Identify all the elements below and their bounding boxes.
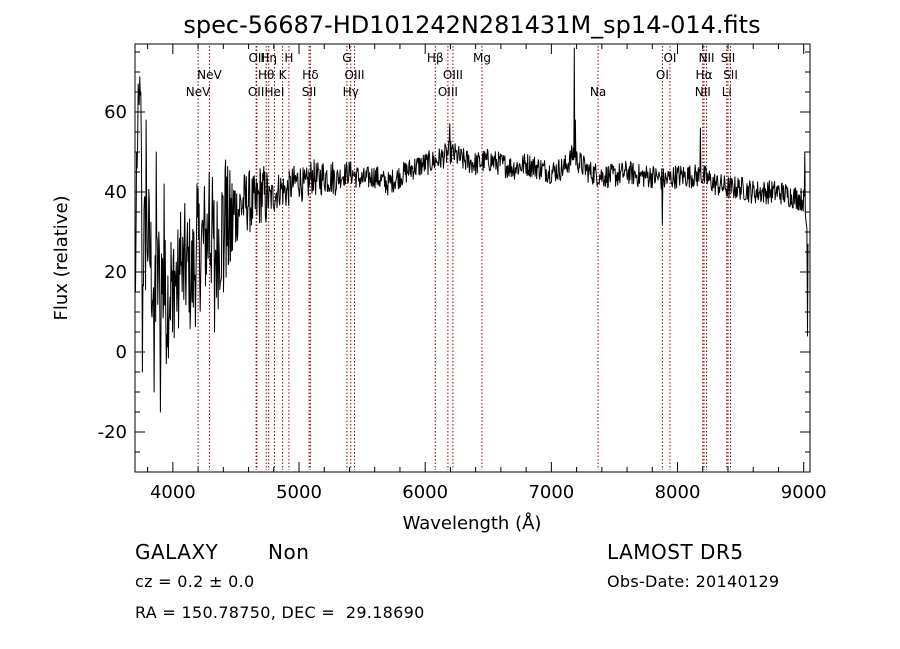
line-marker-label: Mg [473, 51, 491, 65]
line-marker-label: NII [699, 51, 715, 65]
line-marker-label: SII [302, 85, 317, 99]
y-tick-label: -20 [98, 422, 127, 443]
line-marker-label: K [279, 68, 288, 82]
line-marker-label: OII [248, 85, 265, 99]
chart-title: spec-56687-HD101242N281431M_sp14-014.fit… [183, 11, 760, 39]
y-tick-label: 40 [104, 182, 127, 203]
x-axis-label: Wavelength (Å) [403, 512, 542, 534]
x-tick-label: 5000 [276, 482, 322, 503]
y-tick-label: 20 [104, 262, 127, 283]
line-marker-label: SII [723, 68, 738, 82]
observation-date: Obs-Date: 20140129 [607, 572, 780, 591]
line-marker-label: OII [248, 51, 265, 65]
x-axis: 4000 5000 6000 7000 8000 9000 [147, 44, 827, 503]
line-marker-label: Hα [696, 68, 713, 82]
line-marker-label: HeI [264, 85, 284, 99]
object-subclass: Non [268, 540, 310, 564]
line-marker-label: OIII [443, 68, 463, 82]
object-class: GALAXY [135, 540, 219, 564]
line-marker-label: OI [656, 68, 669, 82]
line-marker-label: Hη [260, 51, 277, 65]
line-marker-label: NeV [186, 85, 211, 99]
plot-frame [134, 43, 811, 473]
line-marker-label: SII [721, 51, 736, 65]
line-marker-label: H [284, 51, 293, 65]
y-tick-label: 0 [116, 342, 127, 363]
line-marker-label: OI [663, 51, 676, 65]
line-marker-label: NeV [197, 68, 222, 82]
y-tick-label: 60 [104, 102, 127, 123]
line-marker-label: Hθ [258, 68, 274, 82]
line-marker-label: OIII [345, 68, 365, 82]
x-tick-label: 6000 [402, 482, 448, 503]
line-marker-label: Hβ [427, 51, 444, 65]
line-marker-label: NII [695, 85, 711, 99]
y-axis-label: Flux (relative) [51, 195, 72, 320]
line-marker-label: Hδ [302, 68, 318, 82]
y-axis: -20 0 20 40 60 [98, 51, 810, 473]
spectrum-series-line [134, 47, 809, 413]
x-tick-label: 4000 [150, 482, 196, 503]
survey-name: LAMOST DR5 [607, 540, 744, 564]
line-marker-label: Li [722, 85, 732, 99]
line-marker-label: Hγ [343, 85, 359, 99]
line-marker-label: OIII [438, 85, 458, 99]
line-marker-label: G [342, 51, 351, 65]
emission-line-markers [197, 46, 732, 470]
x-tick-label: 7000 [528, 482, 574, 503]
sky-coordinates: RA = 150.78750, DEC = 29.18690 [135, 603, 425, 622]
emission-line-labels: NeVNeVOIIOIIHηHθHeIKHHδSIIGOIIIHγHβOIIIO… [186, 51, 738, 99]
x-tick-label: 8000 [655, 482, 701, 503]
x-tick-label: 9000 [781, 482, 827, 503]
line-marker-label: Na [590, 85, 606, 99]
redshift-cz: cz = 0.2 ± 0.0 [135, 572, 255, 591]
